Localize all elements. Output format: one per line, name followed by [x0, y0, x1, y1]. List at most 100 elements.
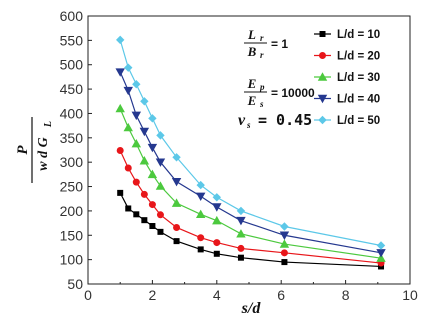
data-point — [279, 239, 290, 248]
legend-item-2: L/d = 20 — [314, 51, 380, 63]
ratio-ep-es-denominator-sub: s — [259, 99, 264, 109]
legend-marker — [319, 52, 326, 59]
series-5 — [116, 35, 386, 250]
y-tick-label: 200 — [60, 203, 84, 219]
data-point — [236, 206, 246, 216]
data-point — [212, 193, 221, 202]
data-point — [124, 63, 133, 72]
data-point — [140, 97, 149, 106]
y-tick-label: 600 — [60, 8, 84, 24]
data-point — [281, 259, 288, 266]
ratio-lr-br-numerator-sub: r — [260, 33, 264, 43]
poisson-sub: s — [246, 120, 251, 130]
legend-item-3: L/d = 30 — [314, 72, 380, 84]
data-point — [237, 254, 244, 261]
legend-marker — [318, 115, 327, 125]
data-point — [131, 138, 142, 148]
y-axis-denominator: w d G — [36, 137, 51, 170]
ratio-ep-es-value: = 10000 — [271, 86, 315, 100]
ratio-ep-es-numerator-sub: p — [259, 82, 265, 92]
legend-item-5: L/d = 50 — [314, 115, 380, 127]
x-tick-label: 4 — [213, 287, 221, 303]
x-tick-label: 0 — [84, 287, 92, 303]
data-point — [157, 228, 164, 235]
ratio-lr-br-value: = 1 — [271, 37, 288, 51]
data-point — [213, 239, 221, 247]
y-tick-label: 550 — [60, 32, 84, 48]
data-point — [171, 198, 182, 207]
x-axis-label: s/d — [241, 300, 262, 317]
data-point — [376, 253, 386, 262]
data-point — [279, 231, 290, 240]
data-point — [132, 80, 141, 89]
data-point — [155, 181, 166, 190]
legend-label: L/d = 30 — [337, 72, 380, 84]
series-2 — [116, 146, 385, 267]
data-point — [236, 216, 246, 226]
data-point — [173, 223, 181, 231]
series-line — [119, 71, 382, 254]
data-point — [123, 86, 133, 96]
data-point — [280, 249, 288, 257]
data-point — [141, 217, 148, 224]
series-3 — [115, 103, 386, 262]
legend-item-1: L/d = 10 — [314, 29, 380, 41]
data-point — [133, 211, 140, 218]
data-point — [132, 178, 140, 186]
y-tick-label: 500 — [60, 57, 84, 73]
data-point — [115, 68, 125, 77]
legend: L/d = 10 L/d = 20 L/d = 30 L/d = 40 L/d = 50 — [314, 29, 380, 127]
x-tick-label: 8 — [342, 287, 350, 303]
data-point — [197, 246, 204, 253]
data-point — [195, 192, 206, 202]
data-point — [156, 131, 165, 140]
data-point — [115, 103, 125, 113]
data-point — [171, 177, 182, 187]
legend-item-4: L/d = 40 — [314, 94, 380, 106]
y-tick-label: 450 — [60, 81, 84, 97]
legend-label: L/d = 50 — [337, 115, 380, 127]
plot-series — [115, 35, 386, 270]
y-tick-label: 150 — [60, 227, 84, 243]
data-point — [376, 241, 386, 250]
data-point — [123, 122, 133, 132]
legend-label: L/d = 10 — [337, 29, 380, 41]
data-point — [140, 190, 148, 198]
data-point — [117, 189, 124, 196]
data-point — [280, 222, 289, 231]
data-point — [195, 209, 206, 219]
legend-marker — [319, 31, 326, 37]
ratio-ep-es-denominator: E — [247, 93, 257, 108]
y-axis-denominator-sub: L — [43, 121, 54, 128]
y-tick-label: 400 — [60, 105, 84, 121]
poisson-value: = 0.45 — [258, 111, 312, 129]
data-point — [172, 153, 181, 162]
y-tick-label: 100 — [60, 252, 84, 268]
x-tick-label: 6 — [277, 287, 285, 303]
x-tick-label: 10 — [402, 287, 418, 303]
data-point — [148, 201, 156, 209]
ratio-lr-br-denominator: B — [247, 44, 257, 59]
data-point — [376, 249, 386, 258]
data-point — [116, 35, 125, 45]
data-point — [212, 215, 222, 225]
data-point — [237, 244, 245, 252]
y-tick-label: 50 — [67, 276, 83, 292]
poisson-symbol: v — [238, 112, 246, 129]
data-point — [236, 229, 246, 238]
data-point — [149, 223, 156, 230]
data-point — [197, 234, 205, 242]
data-point — [139, 156, 150, 165]
data-point — [131, 111, 142, 121]
data-point — [155, 158, 166, 167]
data-point — [212, 203, 222, 212]
data-point — [213, 250, 220, 257]
x-axis-title: s/d — [241, 300, 262, 317]
data-point — [148, 114, 157, 123]
data-point — [116, 146, 124, 154]
ratio-ep-es-numerator: E — [247, 76, 257, 91]
